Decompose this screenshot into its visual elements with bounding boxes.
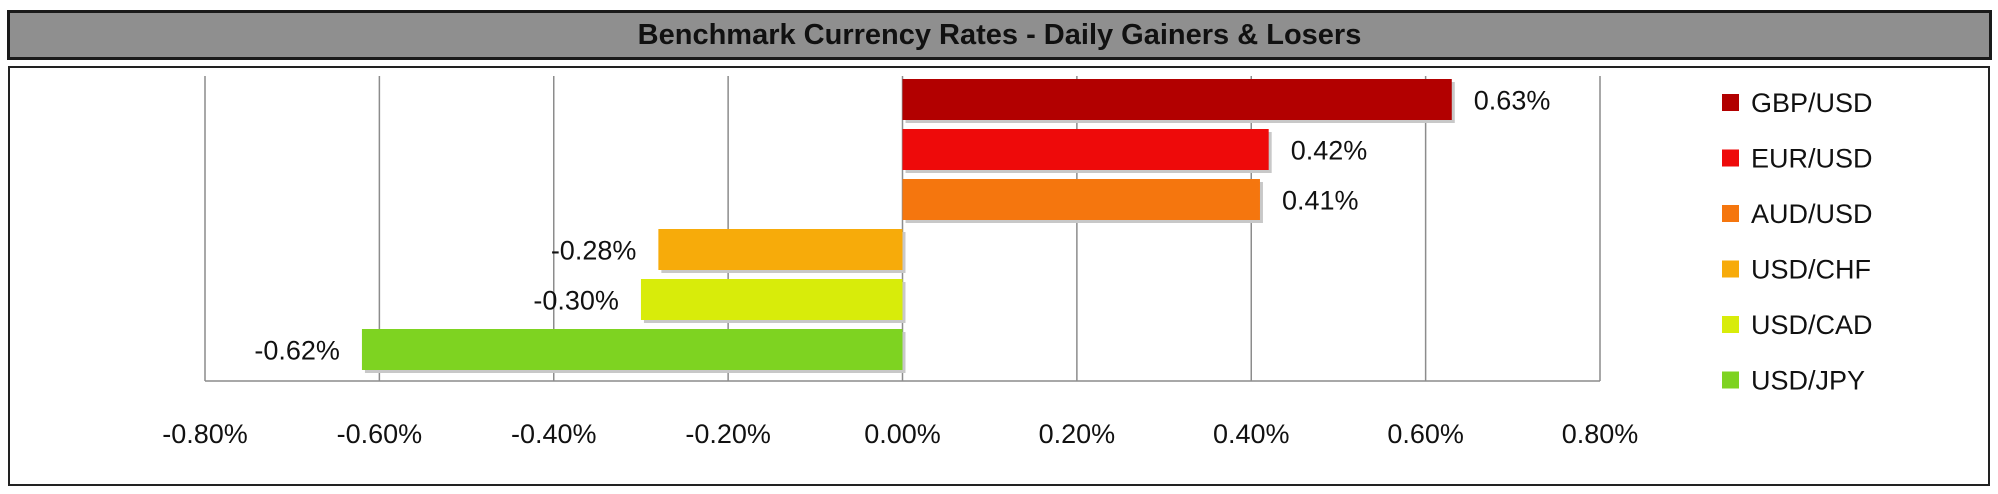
bar xyxy=(902,179,1260,220)
bar xyxy=(658,229,903,270)
data-label: 0.63% xyxy=(1474,86,1551,116)
data-label: -0.28% xyxy=(551,236,637,266)
x-tick-label: 0.20% xyxy=(1039,419,1116,449)
data-label: 0.41% xyxy=(1282,186,1359,216)
bar xyxy=(361,329,903,370)
legend-swatch xyxy=(1722,316,1739,333)
bar xyxy=(902,129,1269,170)
chart-title: Benchmark Currency Rates - Daily Gainers… xyxy=(637,18,1362,51)
legend-swatch xyxy=(1722,94,1739,111)
x-tick-label: 0.40% xyxy=(1213,419,1290,449)
x-tick-label: 0.60% xyxy=(1387,419,1464,449)
x-tick-label: -0.60% xyxy=(337,419,423,449)
legend-swatch xyxy=(1722,205,1739,222)
legend-label: AUD/USD xyxy=(1751,199,1873,229)
legend-label: USD/CAD xyxy=(1751,310,1873,340)
x-tick-label: -0.40% xyxy=(511,419,597,449)
x-tick-label: -0.20% xyxy=(685,419,771,449)
bar xyxy=(902,79,1452,120)
x-tick-label: -0.80% xyxy=(162,419,248,449)
data-label: -0.62% xyxy=(254,336,340,366)
data-label: -0.30% xyxy=(533,286,619,316)
legend-swatch xyxy=(1722,149,1739,167)
x-tick-label: 0.80% xyxy=(1562,419,1639,449)
legend-label: GBP/USD xyxy=(1751,88,1873,118)
legend-label: EUR/USD xyxy=(1751,144,1873,174)
legend-swatch xyxy=(1722,260,1739,278)
legend-label: USD/CHF xyxy=(1751,255,1871,285)
bar xyxy=(640,279,903,320)
legend-swatch xyxy=(1722,371,1739,389)
data-label: 0.42% xyxy=(1291,136,1368,166)
chart-title-bar: Benchmark Currency Rates - Daily Gainers… xyxy=(7,10,1992,60)
x-tick-label: 0.00% xyxy=(864,419,941,449)
legend-label: USD/JPY xyxy=(1751,366,1865,396)
